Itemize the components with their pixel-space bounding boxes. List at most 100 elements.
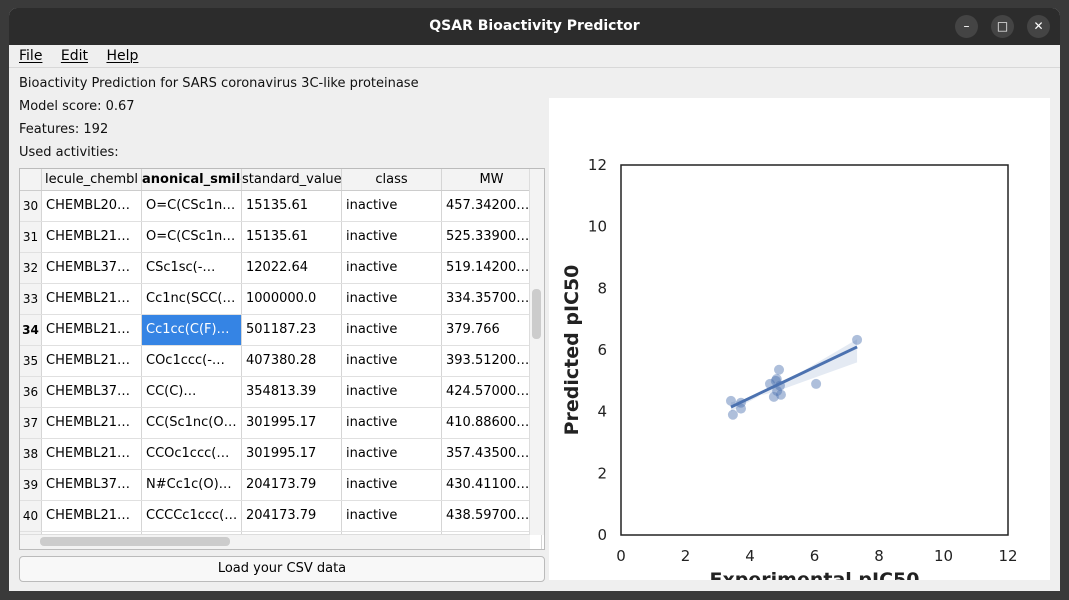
table-cell[interactable]: inactive — [342, 222, 442, 252]
table-cell[interactable]: inactive — [342, 315, 442, 345]
menu-file[interactable]: File — [19, 48, 43, 64]
row-index[interactable]: 35 — [20, 346, 42, 376]
row-index[interactable]: 33 — [20, 284, 42, 314]
maximize-icon[interactable]: □ — [991, 15, 1014, 38]
menu-edit[interactable]: Edit — [60, 48, 89, 64]
y-axis-label: Predicted pIC50 — [561, 265, 583, 436]
table-cell[interactable]: inactive — [342, 253, 442, 283]
table-cell[interactable]: inactive — [342, 191, 442, 221]
table-cell[interactable]: N#Cc1c(O)… — [142, 470, 242, 500]
table-cell[interactable]: CHEMBL21… — [42, 222, 142, 252]
table-cell[interactable]: O=C(CSc1n… — [142, 191, 242, 221]
table-cell[interactable]: 301995.17 — [242, 408, 342, 438]
table-cell[interactable]: 393.51200… — [442, 346, 542, 376]
row-index[interactable]: 39 — [20, 470, 42, 500]
table-cell[interactable]: inactive — [342, 377, 442, 407]
table-cell[interactable]: 457.34200… — [442, 191, 542, 221]
x-tick-label: 12 — [998, 547, 1017, 565]
table-row[interactable]: 32 CHEMBL37… CSc1sc(-… 12022.64 inactive 519.… — [20, 253, 544, 284]
y-tick-label: 6 — [597, 341, 607, 359]
row-index[interactable]: 34 — [20, 315, 42, 345]
table-row[interactable]: 37 CHEMBL21… CC(Sc1nc(O… 301995.17 inactive 4… — [20, 408, 544, 439]
col-header[interactable]: standard_value — [242, 169, 342, 190]
table-cell[interactable]: 15135.61 — [242, 222, 342, 252]
table-cell[interactable]: inactive — [342, 284, 442, 314]
table-cell[interactable]: inactive — [342, 439, 442, 469]
table-cell[interactable]: O=C(CSc1n… — [142, 222, 242, 252]
table-cell[interactable]: CHEMBL20… — [42, 191, 142, 221]
table-row[interactable]: 34 CHEMBL21… Cc1cc(C(F)… 501187.23 inactive 3… — [20, 315, 544, 346]
table-row[interactable]: 33 CHEMBL21… Cc1nc(SCC(… 1000000.0 inactive 3… — [20, 284, 544, 315]
table-cell[interactable]: Cc1cc(C(F)… — [142, 315, 242, 345]
table-cell[interactable]: Cc1nc(SCC(… — [142, 284, 242, 314]
table-cell[interactable]: CHEMBL21… — [42, 315, 142, 345]
menu-help[interactable]: Help — [106, 48, 139, 64]
table-cell[interactable]: CCOc1ccc(… — [142, 439, 242, 469]
table-cell[interactable]: CSc1sc(-… — [142, 253, 242, 283]
table-cell[interactable]: inactive — [342, 346, 442, 376]
row-index[interactable]: 36 — [20, 377, 42, 407]
table-row[interactable]: 39 CHEMBL37… N#Cc1c(O)… 204173.79 inactive 43… — [20, 470, 544, 501]
table-cell[interactable]: CHEMBL21… — [42, 346, 142, 376]
table-row[interactable]: 38 CHEMBL21… CCOc1ccc(… 301995.17 inactive 35… — [20, 439, 544, 470]
col-header[interactable]: MW — [442, 169, 542, 190]
table-cell[interactable]: 430.41100… — [442, 470, 542, 500]
table-cell[interactable]: COc1ccc(-… — [142, 346, 242, 376]
table-header: lecule_chembl anonical_smile standard_va… — [20, 169, 544, 191]
horizontal-scrollbar[interactable] — [20, 534, 530, 549]
col-header[interactable]: lecule_chembl — [42, 169, 142, 190]
table-cell[interactable]: CHEMBL21… — [42, 408, 142, 438]
row-index[interactable]: 38 — [20, 439, 42, 469]
table-cell[interactable]: 15135.61 — [242, 191, 342, 221]
table-cell[interactable]: CCCCc1ccc(… — [142, 501, 242, 531]
table-row[interactable]: 30 CHEMBL20… O=C(CSc1n… 15135.61 inactive 457… — [20, 191, 544, 222]
table-cell[interactable]: 204173.79 — [242, 470, 342, 500]
activities-table[interactable]: lecule_chembl anonical_smile standard_va… — [19, 168, 545, 550]
table-row[interactable]: 36 CHEMBL37… CC(C)… 354813.39 inactive 424.57… — [20, 377, 544, 408]
table-row[interactable]: 31 CHEMBL21… O=C(CSc1n… 15135.61 inactive 525… — [20, 222, 544, 253]
table-cell[interactable]: inactive — [342, 470, 442, 500]
x-tick-label: 8 — [874, 547, 884, 565]
row-index[interactable]: 31 — [20, 222, 42, 252]
table-cell[interactable]: CHEMBL37… — [42, 470, 142, 500]
table-cell[interactable]: 301995.17 — [242, 439, 342, 469]
table-cell[interactable]: 410.88600… — [442, 408, 542, 438]
table-cell[interactable]: 12022.64 — [242, 253, 342, 283]
table-cell[interactable]: 407380.28 — [242, 346, 342, 376]
table-cell[interactable]: 357.43500… — [442, 439, 542, 469]
table-cell[interactable]: CHEMBL37… — [42, 253, 142, 283]
table-cell[interactable]: CHEMBL21… — [42, 439, 142, 469]
vertical-scrollbar[interactable] — [529, 169, 544, 535]
col-header[interactable]: class — [342, 169, 442, 190]
title-bar: QSAR Bioactivity Predictor – □ ✕ — [9, 8, 1060, 45]
table-cell[interactable]: CHEMBL37… — [42, 377, 142, 407]
table-cell[interactable]: 519.14200… — [442, 253, 542, 283]
table-cell[interactable]: 525.33900… — [442, 222, 542, 252]
minimize-icon[interactable]: – — [955, 15, 978, 38]
close-icon[interactable]: ✕ — [1027, 15, 1050, 38]
row-index[interactable]: 40 — [20, 501, 42, 531]
table-cell[interactable]: CHEMBL21… — [42, 501, 142, 531]
row-index[interactable]: 37 — [20, 408, 42, 438]
table-row[interactable]: 40 CHEMBL21… CCCCc1ccc(… 204173.79 inactive 4… — [20, 501, 544, 532]
data-point — [772, 386, 783, 397]
table-cell[interactable]: inactive — [342, 501, 442, 531]
table-cell[interactable]: 334.35700… — [442, 284, 542, 314]
row-index[interactable]: 30 — [20, 191, 42, 221]
row-index[interactable]: 32 — [20, 253, 42, 283]
table-cell[interactable]: 204173.79 — [242, 501, 342, 531]
table-cell[interactable]: CHEMBL21… — [42, 284, 142, 314]
table-cell[interactable]: 501187.23 — [242, 315, 342, 345]
table-row[interactable]: 35 CHEMBL21… COc1ccc(-… 407380.28 inactive 39… — [20, 346, 544, 377]
table-cell[interactable]: 438.59700… — [442, 501, 542, 531]
table-cell[interactable]: CC(Sc1nc(O… — [142, 408, 242, 438]
table-cell[interactable]: 1000000.0 — [242, 284, 342, 314]
col-header[interactable]: anonical_smile — [142, 169, 242, 190]
table-cell[interactable]: 424.57000… — [442, 377, 542, 407]
table-cell[interactable]: 354813.39 — [242, 377, 342, 407]
confidence-band — [730, 339, 858, 412]
table-cell[interactable]: inactive — [342, 408, 442, 438]
load-csv-button[interactable]: Load your CSV data — [19, 556, 545, 582]
table-cell[interactable]: 379.766 — [442, 315, 542, 345]
table-cell[interactable]: CC(C)… — [142, 377, 242, 407]
